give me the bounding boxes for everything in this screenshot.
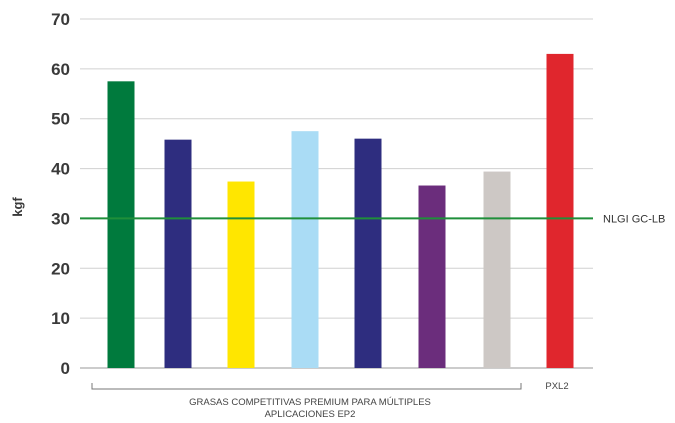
competitors-label-line1: GRASAS COMPETITIVAS PREMIUM PARA MÚLTIPL… bbox=[189, 397, 431, 408]
bar-3 bbox=[227, 181, 255, 368]
y-axis-ticks: 0 10 20 30 40 50 60 70 bbox=[51, 10, 70, 378]
bar-4 bbox=[291, 131, 319, 368]
product-label: PXL2 bbox=[545, 381, 568, 392]
y-tick-label: 50 bbox=[51, 110, 70, 129]
competitors-bracket bbox=[91, 383, 522, 390]
y-axis-label: kgf bbox=[10, 197, 25, 217]
bar-1 bbox=[107, 81, 135, 369]
bars bbox=[107, 53, 574, 369]
bar-5 bbox=[354, 138, 382, 368]
competitors-label-line2: APLICACIONES EP2 bbox=[265, 409, 356, 420]
y-tick-label: 30 bbox=[51, 209, 70, 228]
bar-2 bbox=[164, 139, 192, 368]
bar-8 bbox=[546, 53, 574, 369]
y-tick-label: 0 bbox=[61, 359, 70, 378]
y-tick-label: 60 bbox=[51, 60, 70, 79]
bar-7 bbox=[483, 171, 511, 368]
bar-6 bbox=[418, 185, 446, 368]
gridlines bbox=[80, 18, 593, 369]
reference-line-label: NLGI GC-LB bbox=[603, 213, 665, 225]
y-tick-label: 70 bbox=[51, 10, 70, 29]
y-tick-label: 10 bbox=[51, 309, 70, 328]
y-tick-label: 20 bbox=[51, 259, 70, 278]
y-tick-label: 40 bbox=[51, 160, 70, 179]
